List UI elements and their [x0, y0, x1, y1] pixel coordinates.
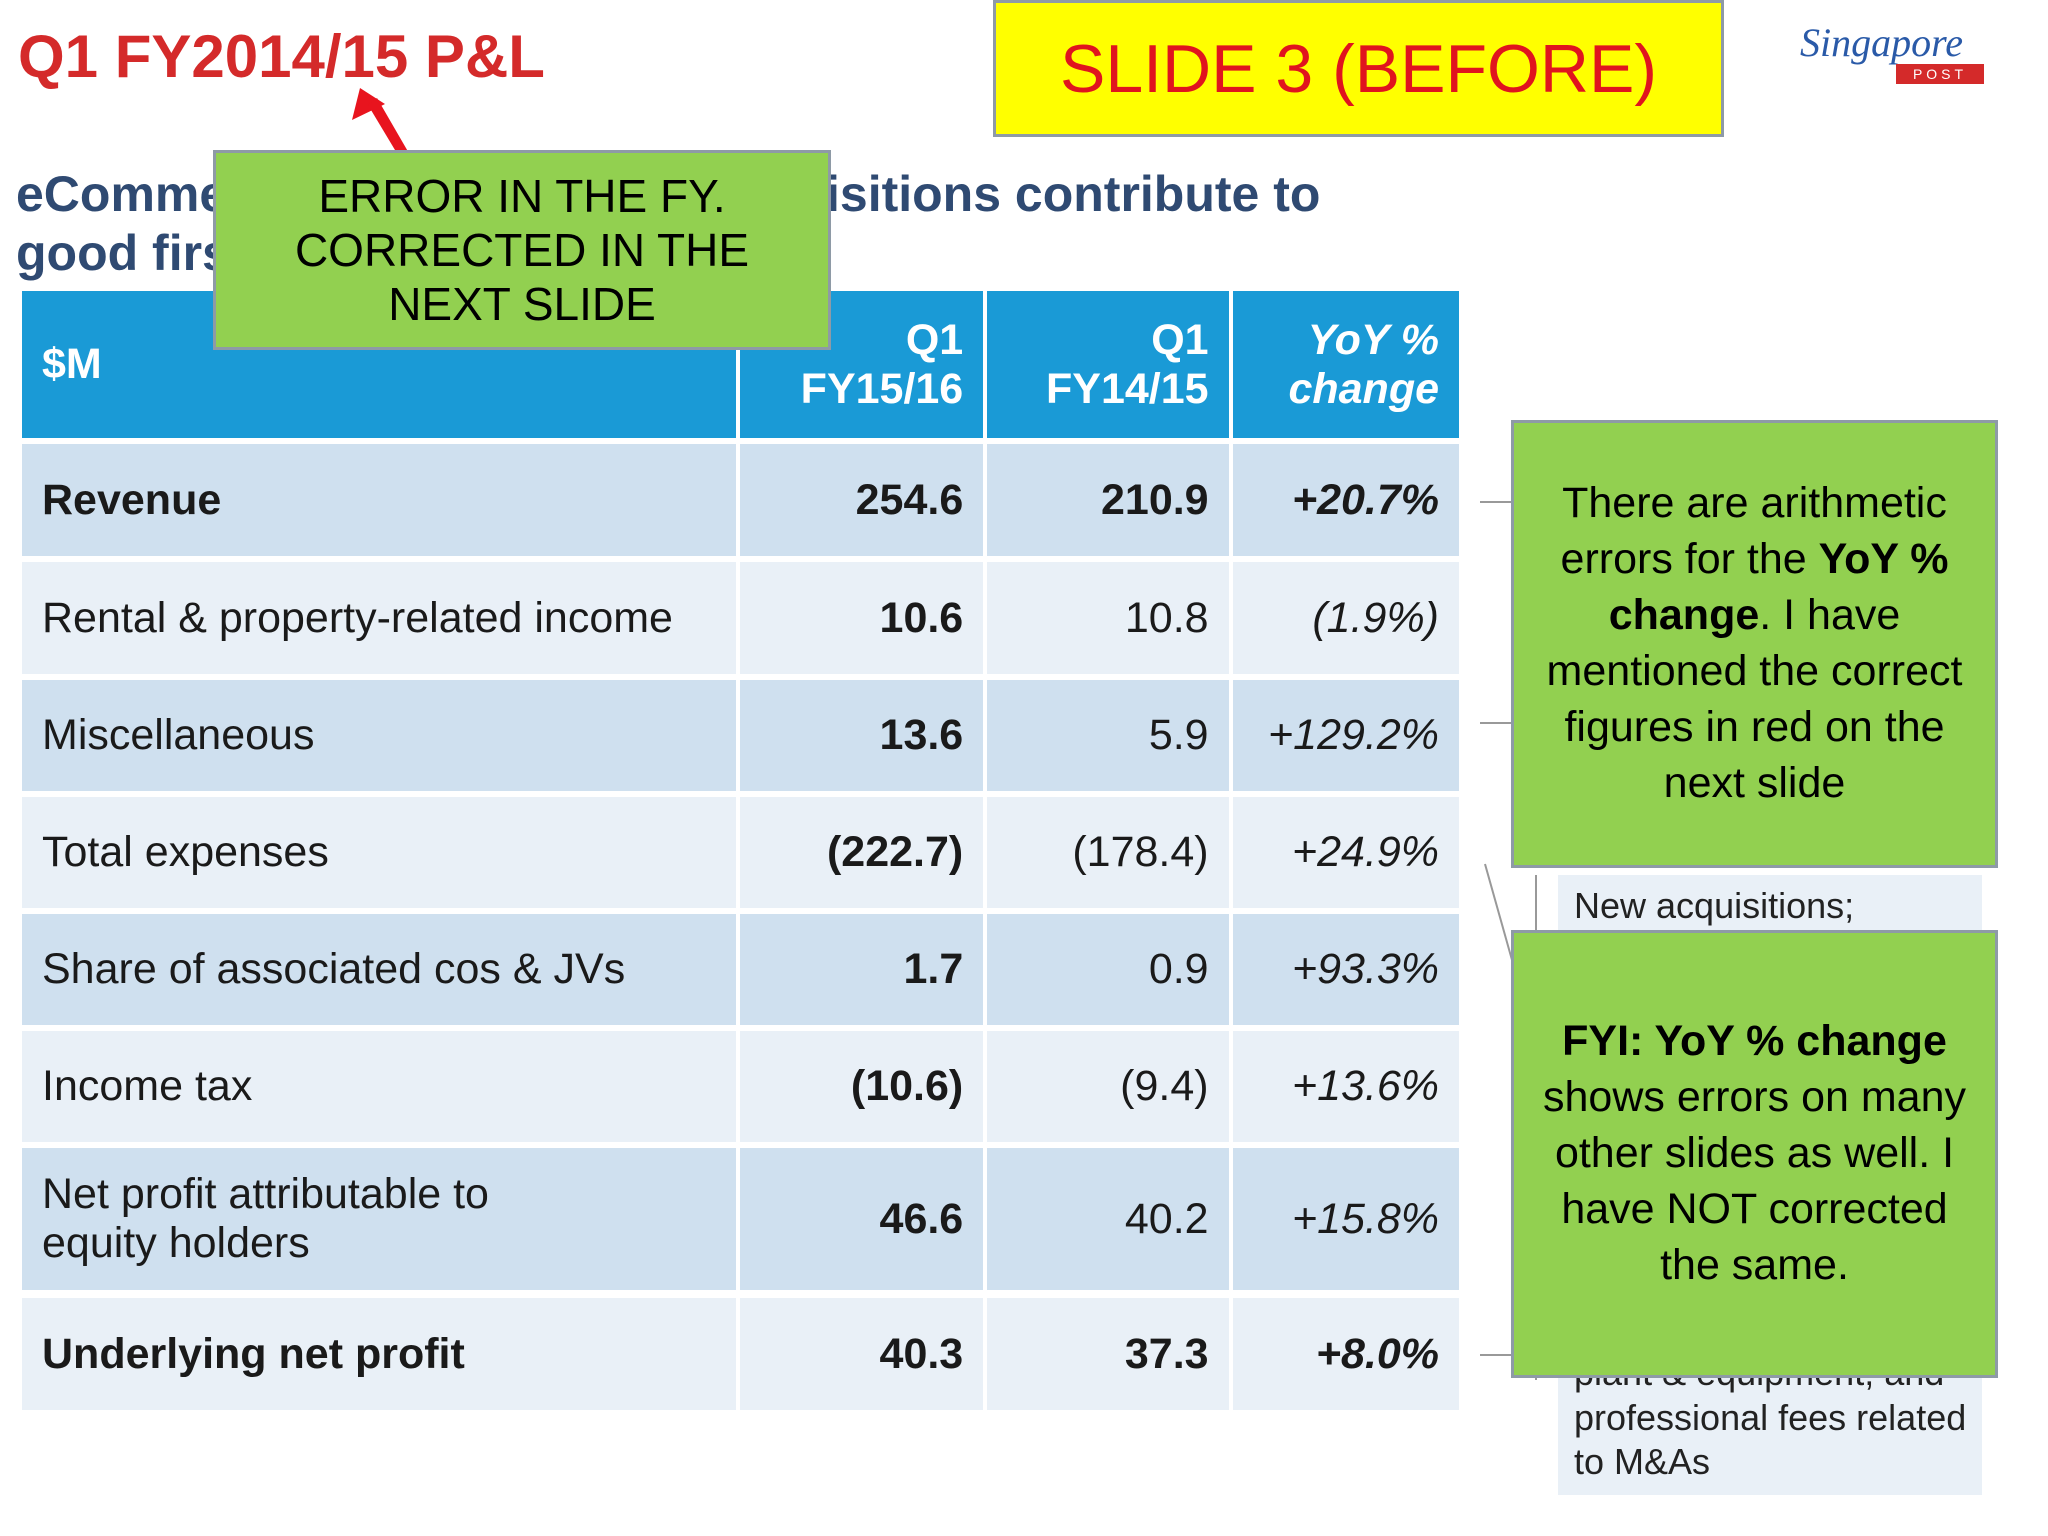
- table-cell: +93.3%: [1232, 914, 1459, 1025]
- table-row: Share of associated cos & JVs 1.7 0.9 +93.3…: [22, 914, 1463, 1025]
- logo-tag: POST: [1913, 66, 1967, 82]
- table-cell: +13.6%: [1232, 1031, 1459, 1142]
- subtitle: good firs: [16, 225, 230, 281]
- callout-text: There are arithmetic errors for the: [1560, 479, 1947, 584]
- table-row: Net profit attributable to equity holder…: [22, 1148, 1463, 1290]
- table-cell: Share of associated cos & JVs: [22, 914, 736, 1025]
- table-cell: +129.2%: [1232, 680, 1459, 791]
- table-cell: 40.3: [739, 1298, 984, 1410]
- table-cell: (9.4): [987, 1031, 1229, 1142]
- table-cell: +24.9%: [1232, 797, 1459, 908]
- table-cell: Income tax: [22, 1031, 736, 1142]
- slide-label: SLIDE 3 (BEFORE): [993, 0, 1724, 137]
- table-cell: (222.7): [739, 797, 984, 908]
- table-row: Income tax (10.6) (9.4) +13.6%: [22, 1031, 1463, 1142]
- table-cell: +20.7%: [1232, 444, 1459, 556]
- table-cell: (1.9%): [1232, 562, 1459, 674]
- subtitle: isitions contribute to: [826, 166, 1321, 222]
- table-cell: 5.9: [987, 680, 1229, 791]
- table-row: Underlying net profit 40.3 37.3 +8.0%: [22, 1298, 1463, 1410]
- table-cell: 46.6: [739, 1148, 984, 1290]
- table-cell: (10.6): [739, 1031, 984, 1142]
- table-row: Revenue 254.6 210.9 +20.7%: [22, 444, 1463, 556]
- table-cell: 40.2: [987, 1148, 1229, 1290]
- table-cell: 37.3: [987, 1298, 1229, 1410]
- header-cell: Q1 FY14/15: [987, 291, 1229, 438]
- callout-text: shows errors on many other slides as wel…: [1543, 1073, 1966, 1289]
- table-cell: (178.4): [987, 797, 1229, 908]
- table-cell: Revenue: [22, 444, 736, 556]
- table-cell: 10.8: [987, 562, 1229, 674]
- logo: Singapore POST: [1800, 20, 1984, 84]
- table-cell: Underlying net profit: [22, 1298, 736, 1410]
- header-cell: Q1 FY15/16: [739, 291, 984, 438]
- arrow: [352, 88, 410, 155]
- table-header: $M Q1 FY15/16 Q1 FY14/15 YoY % change: [22, 291, 1463, 438]
- table-row: Rental & property-related income 10.6 10.8…: [22, 562, 1463, 674]
- note-line: professional fees related: [1574, 1397, 1967, 1438]
- slide-title: Q1 FY2014/15 P&L: [18, 23, 545, 90]
- callout: ERROR IN THE FY. CORRECTED IN THE NEXT S…: [213, 150, 831, 350]
- table-cell: 210.9: [987, 444, 1229, 556]
- table-cell: Net profit attributable to equity holder…: [22, 1148, 736, 1290]
- table-cell: +8.0%: [1232, 1298, 1459, 1410]
- callout: There are arithmetic errors for the YoY …: [1511, 420, 1998, 868]
- callout-bold: YoY % change: [1608, 535, 1949, 640]
- table-cell: Total expenses: [22, 797, 736, 908]
- table-cell: +15.8%: [1232, 1148, 1459, 1290]
- table-cell: 254.6: [739, 444, 984, 556]
- table-cell: 0.9: [987, 914, 1229, 1025]
- subtitle: eComme: [16, 166, 228, 222]
- callout: FYI: YoY % change shows errors on many o…: [1511, 930, 1998, 1378]
- logo-name: Singapore: [1800, 20, 1963, 65]
- header-cell: YoY % change: [1232, 291, 1459, 438]
- table-cell: 13.6: [739, 680, 984, 791]
- table-row: Total expenses (222.7) (178.4) +24.9%: [22, 797, 1463, 908]
- table-cell: Rental & property-related income: [22, 562, 736, 674]
- callout-text: . I have mentioned the correct figures i…: [1546, 591, 1963, 807]
- pl-table: $M Q1 FY15/16 Q1 FY14/15 YoY % change Revenu…: [22, 291, 1463, 1416]
- table-cell: 1.7: [739, 914, 984, 1025]
- callout-bold: FYI: YoY % change: [1562, 1017, 1947, 1066]
- table-row: Miscellaneous 13.6 5.9 +129.2%: [22, 680, 1463, 791]
- table-cell: Miscellaneous: [22, 680, 736, 791]
- note-line: to M&As: [1574, 1441, 1711, 1482]
- logo-tag-bg: [1896, 64, 1984, 84]
- note-line: New acquisitions;: [1574, 885, 1855, 926]
- table-cell: 10.6: [739, 562, 984, 674]
